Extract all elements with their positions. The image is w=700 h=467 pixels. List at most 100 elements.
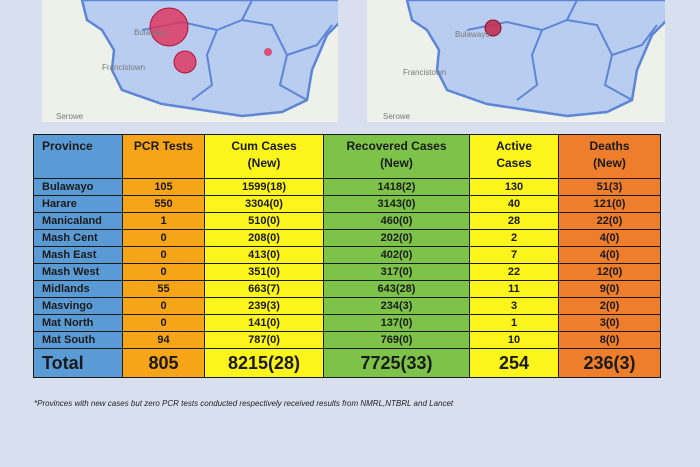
cell-deaths: 3(0) [558, 314, 661, 332]
cell-cum-cases: 663(7) [204, 280, 324, 298]
header-deaths: Deaths (New) [558, 134, 661, 179]
cell-cum-cases: 208(0) [204, 229, 324, 247]
province-border [566, 0, 578, 21]
table-total-row: Total 805 8215(28) 7725(33) 254 236(3) [33, 348, 661, 378]
country-region [80, 0, 338, 118]
table-row: Masvingo 0 239(3) 234(3) 3 2(0) [33, 297, 661, 315]
cell-recovered-cases: 234(3) [323, 297, 470, 315]
map-label: Serowe [383, 112, 411, 121]
cell-deaths: 9(0) [558, 280, 661, 298]
cell-cum-cases: 787(0) [204, 331, 324, 349]
cell-cum-cases: 413(0) [204, 246, 324, 264]
harare-bubble [264, 48, 272, 56]
cell-province: Mash West [33, 263, 123, 281]
cell-province: Mash Cent [33, 229, 123, 247]
cell-active-cases: 40 [469, 195, 559, 213]
cell-cum-cases: 510(0) [204, 212, 324, 230]
cell-cum-cases: 3304(0) [204, 195, 324, 213]
header-cum-line2: (New) [247, 156, 281, 170]
header-active-cases: Active Cases [469, 134, 559, 179]
header-recovered-cases: Recovered Cases (New) [323, 134, 470, 179]
table-row: Mat South 94 787(0) 769(0) 10 8(0) [33, 331, 661, 349]
header-dth-line2: (New) [593, 156, 626, 170]
cell-active-cases: 1 [469, 314, 559, 332]
cell-pcr-tests: 550 [122, 195, 205, 213]
cell-pcr-tests: 0 [122, 297, 205, 315]
cell-pcr-tests: 55 [122, 280, 205, 298]
cell-deaths: 121(0) [558, 195, 661, 213]
cell-province: Midlands [33, 280, 123, 298]
cell-deaths: 12(0) [558, 263, 661, 281]
header-cum-cases: Cum Cases (New) [204, 134, 324, 179]
cell-recovered-cases: 137(0) [323, 314, 470, 332]
map-label: Francistown [403, 68, 447, 77]
cell-active-cases: 130 [469, 178, 559, 196]
province-border [611, 24, 658, 56]
cell-pcr-tests: 0 [122, 263, 205, 281]
cell-active-cases: 28 [469, 212, 559, 230]
cell-active-cases: 22 [469, 263, 559, 281]
cell-province: Harare [33, 195, 123, 213]
province-border [541, 18, 633, 101]
header-pcr-tests: PCR Tests [122, 134, 205, 179]
header-rec-line1: Recovered Cases [346, 139, 447, 153]
table-header-row: Province PCR Tests Cum Cases (New) Recove… [33, 134, 661, 179]
cell-recovered-cases: 7725(33) [323, 348, 470, 378]
cell-deaths: 4(0) [558, 229, 661, 247]
case-map-right: Francistown Serowe Bulawayo [367, 0, 665, 122]
province-border [216, 18, 308, 101]
table-row: Manicaland 1 510(0) 460(0) 28 22(0) [33, 212, 661, 230]
cell-cum-cases: 8215(28) [204, 348, 324, 378]
cell-active-cases: 2 [469, 229, 559, 247]
cell-province: Total [33, 348, 123, 378]
cell-pcr-tests: 1 [122, 212, 205, 230]
map-graphic [80, 0, 338, 118]
map-label: Bulawayo [134, 28, 169, 37]
cell-cum-cases: 239(3) [204, 297, 324, 315]
cell-province: Mat South [33, 331, 123, 349]
country-region [405, 0, 665, 118]
cell-deaths: 4(0) [558, 246, 661, 264]
cell-pcr-tests: 105 [122, 178, 205, 196]
map-label: Serowe [56, 112, 84, 121]
table-row: Mat North 0 141(0) 137(0) 1 3(0) [33, 314, 661, 332]
cell-province: Masvingo [33, 297, 123, 315]
cell-active-cases: 3 [469, 297, 559, 315]
table-body: Bulawayo 105 1599(18) 1418(2) 130 51(3) Harare… [33, 178, 661, 378]
table-row: Harare 550 3304(0) 3143(0) 40 121(0) [33, 195, 661, 213]
cell-recovered-cases: 460(0) [323, 212, 470, 230]
cell-cum-cases: 1599(18) [204, 178, 324, 196]
cell-province: Manicaland [33, 212, 123, 230]
table-row: Mash West 0 351(0) 317(0) 22 12(0) [33, 263, 661, 281]
header-rec-line2: (New) [380, 156, 413, 170]
cell-pcr-tests: 0 [122, 246, 205, 264]
cell-pcr-tests: 805 [122, 348, 205, 378]
map-label: Francistown [102, 63, 146, 72]
cell-recovered-cases: 317(0) [323, 263, 470, 281]
bulawayo-bubble [484, 19, 502, 37]
table-row: Bulawayo 105 1599(18) 1418(2) 130 51(3) [33, 178, 661, 196]
table-row: Midlands 55 663(7) 643(28) 11 9(0) [33, 280, 661, 298]
cell-active-cases: 11 [469, 280, 559, 298]
cell-province: Bulawayo [33, 178, 123, 196]
case-map-left: Francistown Serowe Bulawayo [42, 0, 338, 122]
header-cum-line1: Cum Cases [231, 139, 297, 153]
cell-province: Mash East [33, 246, 123, 264]
map-graphic [405, 0, 665, 118]
bulawayo-bubble [149, 7, 189, 47]
cell-recovered-cases: 202(0) [323, 229, 470, 247]
map-label: Bulawayo [455, 30, 490, 39]
footnote: *Provinces with new cases but zero PCR t… [34, 399, 454, 408]
header-act-line1: Active [495, 139, 533, 153]
cell-active-cases: 7 [469, 246, 559, 264]
cell-cum-cases: 141(0) [204, 314, 324, 332]
cell-deaths: 2(0) [558, 297, 661, 315]
cell-recovered-cases: 402(0) [323, 246, 470, 264]
midlands-bubble [173, 50, 197, 74]
province-border [241, 0, 253, 21]
cell-pcr-tests: 0 [122, 314, 205, 332]
cell-cum-cases: 351(0) [204, 263, 324, 281]
cell-recovered-cases: 643(28) [323, 280, 470, 298]
cell-recovered-cases: 769(0) [323, 331, 470, 349]
province-border [286, 24, 333, 56]
